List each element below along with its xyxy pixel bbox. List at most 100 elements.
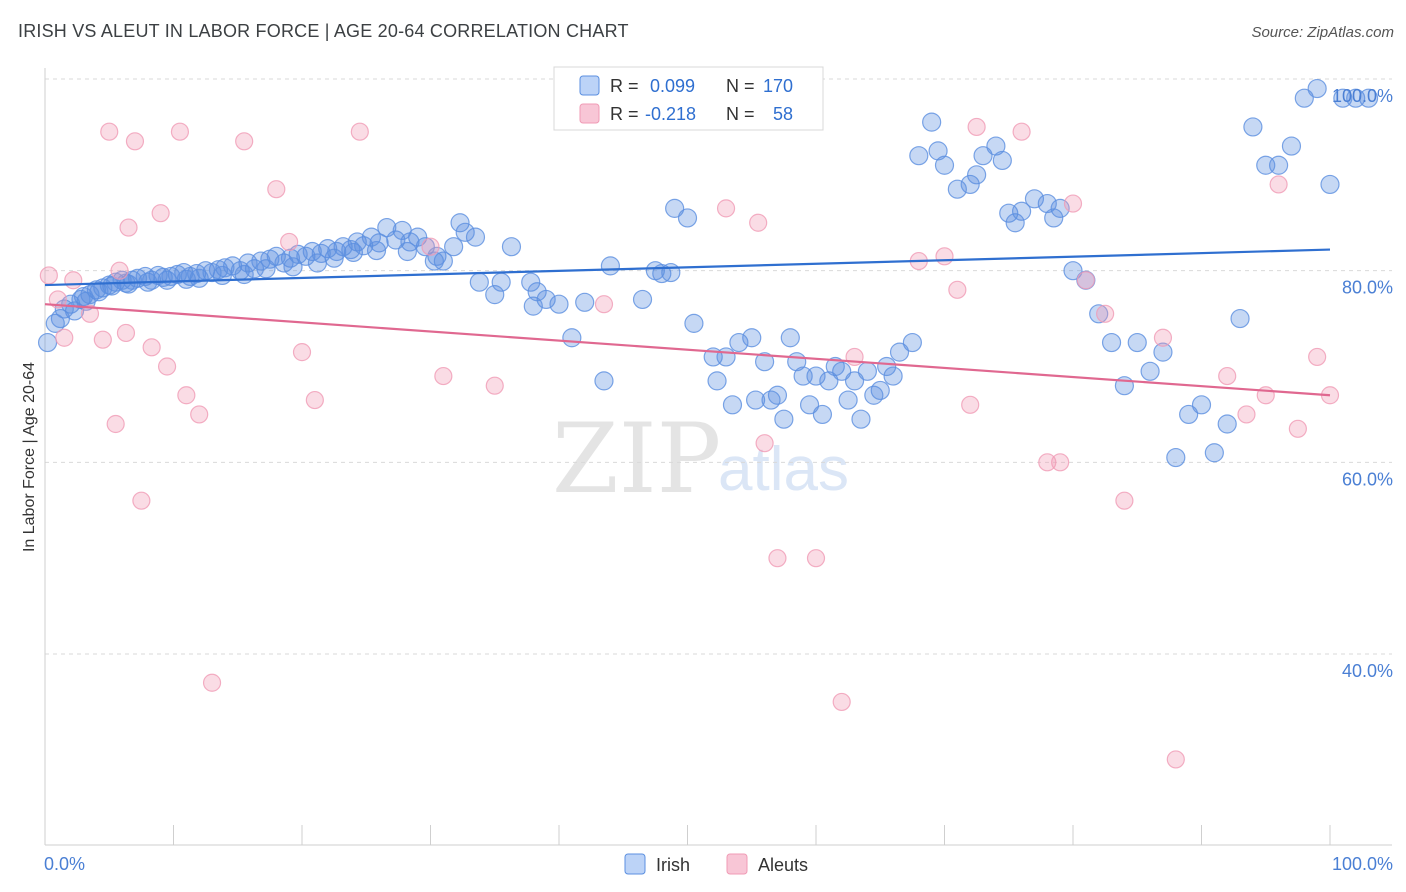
irish-point (283, 257, 303, 277)
aleuts-trend-line (44, 303, 1331, 397)
irish-n-value: 170 (763, 76, 793, 96)
aleuts-point (170, 122, 190, 141)
irish-point (806, 366, 826, 386)
irish-point (684, 313, 704, 333)
irish-point (1037, 193, 1057, 214)
aleuts-point (125, 132, 145, 151)
aleuts-point (39, 266, 58, 285)
irish-point (501, 237, 522, 257)
trend-lines (44, 248, 1331, 397)
irish-swatch-icon (579, 75, 600, 96)
irish-point (960, 174, 980, 195)
irish-point (73, 286, 94, 307)
aleuts-point (1166, 750, 1185, 769)
irish-point (870, 380, 890, 401)
gridlines (45, 78, 1392, 655)
aleuts-point (935, 247, 954, 266)
irish-point (324, 248, 344, 268)
irish-point (536, 289, 556, 310)
irish-point (889, 342, 910, 362)
aleuts-point (93, 330, 112, 349)
irish-point (408, 227, 428, 247)
irish-point (1268, 155, 1289, 175)
irish-point (176, 269, 196, 289)
irish-point (799, 395, 820, 415)
irish-point (632, 289, 653, 310)
irish-point (521, 272, 541, 292)
irish-point (157, 270, 177, 290)
aleuts-point (350, 122, 369, 141)
aleuts-point (100, 122, 119, 141)
irish-point (366, 240, 387, 261)
x-tick-label: 100.0% (1332, 854, 1393, 874)
irish-point (922, 112, 942, 132)
irish-point (288, 244, 308, 264)
aleuts-point (768, 549, 787, 568)
irish-point (774, 409, 794, 429)
aleuts-point (1012, 122, 1031, 141)
irish-point (343, 242, 363, 263)
aleuts-point (305, 390, 324, 410)
irish-point (729, 332, 749, 353)
irish-trend-line (44, 248, 1331, 287)
aleuts-point (80, 304, 100, 323)
irish-point (1044, 208, 1064, 228)
aleuts-point (110, 261, 129, 280)
irish-point (1179, 404, 1199, 425)
irish-point (967, 165, 987, 185)
irish-point (992, 150, 1012, 171)
aleuts-point (961, 395, 980, 414)
irish-point (934, 155, 955, 175)
irish-point (455, 222, 475, 242)
aleuts-point (485, 376, 504, 395)
aleuts-point (967, 117, 986, 137)
irish-point (844, 371, 865, 391)
irish-point (780, 328, 800, 348)
irish-point (397, 241, 417, 262)
irish-point (369, 233, 389, 253)
aleuts-point (280, 232, 299, 252)
aleuts-point (1096, 304, 1115, 323)
irish-point (986, 136, 1006, 156)
irish-r-value: 0.099 (650, 76, 695, 96)
irish-point (37, 332, 58, 353)
irish-point (444, 237, 464, 257)
irish-point (1230, 308, 1250, 329)
y-tick-label: 100.0% (1332, 86, 1393, 106)
aleuts-point (142, 338, 161, 357)
irish-point (307, 253, 328, 273)
irish-point (1281, 136, 1302, 156)
aleuts-point (267, 180, 286, 199)
irish-point (716, 347, 736, 367)
irish-point (877, 356, 897, 377)
irish-point (722, 395, 743, 415)
aleuts-point (202, 673, 222, 692)
aleuts-point (1218, 366, 1237, 386)
aleuts-point (594, 295, 614, 314)
aleuts-point (716, 199, 736, 218)
irish-point (819, 371, 839, 391)
irish-point (450, 213, 470, 233)
irish-r-label: R = (610, 76, 639, 96)
irish-point (1307, 78, 1327, 99)
irish-point (909, 146, 929, 166)
aleuts-point (1115, 491, 1134, 510)
irish-point (1101, 332, 1122, 353)
y-tick-label: 40.0% (1342, 661, 1393, 681)
irish-point (256, 259, 276, 279)
aleuts-point (106, 414, 125, 434)
irish-point (562, 328, 582, 348)
watermark-atlas: atlas (718, 435, 849, 504)
aleuts-point (151, 204, 170, 223)
irish-point (1358, 88, 1379, 108)
irish-point (485, 285, 505, 305)
aleuts-point (1153, 328, 1173, 347)
aleuts-point (64, 271, 83, 290)
irish-n-label: N = (726, 76, 755, 96)
aleuts-point (1038, 453, 1057, 472)
irish-point (851, 409, 871, 429)
aleuts-point (948, 280, 967, 299)
irish-legend-label: Irish (656, 855, 690, 875)
